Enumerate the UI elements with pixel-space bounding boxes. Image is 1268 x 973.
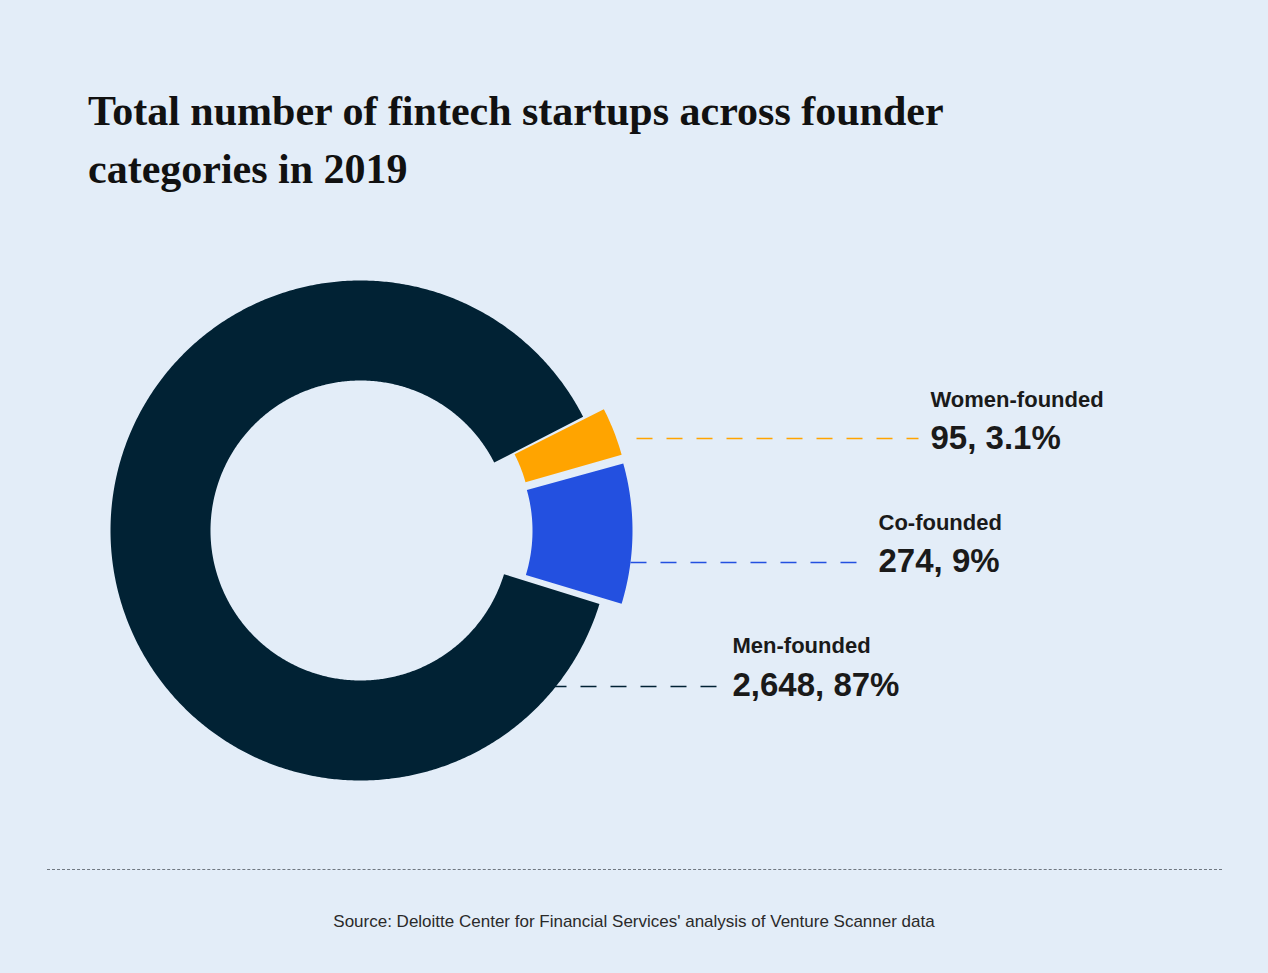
svg-text:Men-founded: Men-founded — [733, 633, 871, 658]
svg-text:95, 3.1%: 95, 3.1% — [931, 419, 1061, 456]
svg-text:274, 9%: 274, 9% — [879, 542, 1000, 579]
svg-text:Women-founded: Women-founded — [931, 387, 1104, 412]
html-text:Source: Deloitte Center for Fi: Source: Deloitte Center for Financial Se… — [333, 912, 935, 931]
html-text:Total number of fintech startu: Total number of fintech startups across … — [88, 88, 943, 192]
svg-text:2,648, 87%: 2,648, 87% — [733, 666, 900, 703]
svg-text:Co-founded: Co-founded — [879, 510, 1002, 535]
